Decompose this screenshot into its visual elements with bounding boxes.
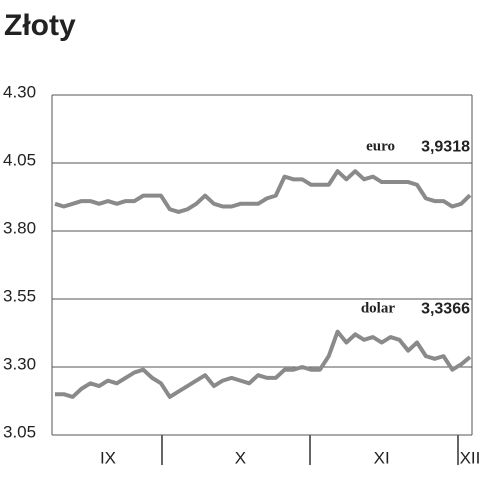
series-line — [55, 329, 472, 399]
y-tick-label: 3.80 — [3, 218, 36, 237]
x-tick-label: XI — [374, 448, 390, 467]
y-tick-label: 4.30 — [3, 82, 36, 101]
value-label: 3,3366 — [421, 300, 470, 317]
series-name: dolar — [361, 300, 396, 316]
series-name: euro — [366, 139, 395, 155]
y-tick-label: 3.30 — [3, 354, 36, 373]
y-tick-label: 4.05 — [3, 150, 36, 169]
value-label: 3,9318 — [421, 138, 470, 155]
x-tick-label: IX — [100, 448, 116, 467]
x-tick-label: XII — [460, 448, 481, 467]
chart-title: Złoty — [4, 9, 76, 42]
y-tick-label: 3.55 — [3, 286, 36, 305]
y-tick-label: 3.05 — [3, 422, 36, 441]
x-tick-label: X — [235, 448, 246, 467]
series-line — [54, 169, 472, 214]
